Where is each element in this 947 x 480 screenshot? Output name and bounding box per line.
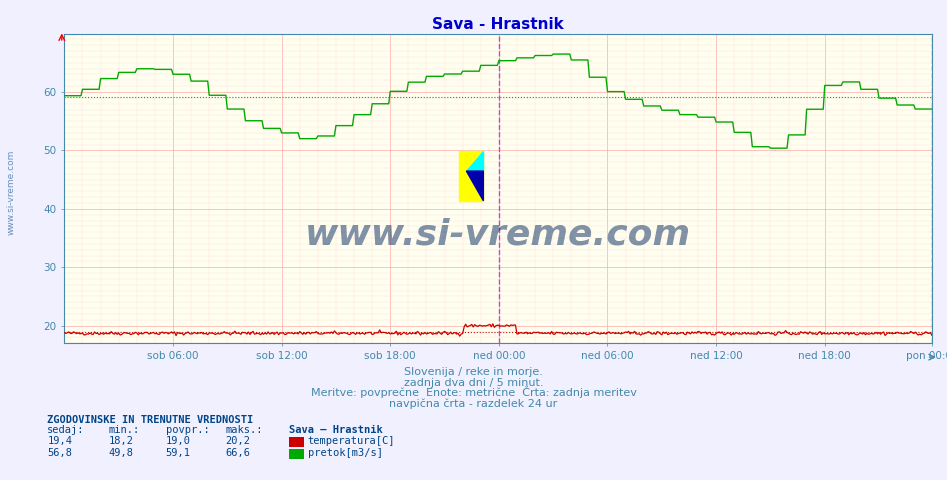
Text: 56,8: 56,8: [47, 448, 72, 458]
Text: 20,2: 20,2: [225, 436, 250, 446]
Text: www.si-vreme.com: www.si-vreme.com: [7, 149, 16, 235]
Polygon shape: [466, 171, 483, 201]
Text: Meritve: povprečne  Enote: metrične  Črta: zadnja meritev: Meritve: povprečne Enote: metrične Črta:…: [311, 386, 636, 398]
Bar: [459, 151, 483, 201]
Text: ZGODOVINSKE IN TRENUTNE VREDNOSTI: ZGODOVINSKE IN TRENUTNE VREDNOSTI: [47, 415, 254, 425]
Text: 19,0: 19,0: [166, 436, 190, 446]
Text: maks.:: maks.:: [225, 425, 263, 435]
Text: www.si-vreme.com: www.si-vreme.com: [305, 218, 691, 252]
Text: 59,1: 59,1: [166, 448, 190, 458]
Polygon shape: [466, 151, 483, 171]
Text: sedaj:: sedaj:: [47, 425, 85, 435]
Text: pretok[m3/s]: pretok[m3/s]: [308, 448, 383, 458]
Text: 66,6: 66,6: [225, 448, 250, 458]
Text: min.:: min.:: [109, 425, 140, 435]
Text: Sava – Hrastnik: Sava – Hrastnik: [289, 425, 383, 435]
Text: povpr.:: povpr.:: [166, 425, 209, 435]
Title: Sava - Hrastnik: Sava - Hrastnik: [432, 17, 564, 33]
Text: 19,4: 19,4: [47, 436, 72, 446]
Text: zadnja dva dni / 5 minut.: zadnja dva dni / 5 minut.: [403, 378, 544, 388]
Text: 49,8: 49,8: [109, 448, 134, 458]
Text: Slovenija / reke in morje.: Slovenija / reke in morje.: [404, 367, 543, 377]
Text: temperatura[C]: temperatura[C]: [308, 436, 395, 446]
Text: navpična črta - razdelek 24 ur: navpična črta - razdelek 24 ur: [389, 398, 558, 409]
Text: 18,2: 18,2: [109, 436, 134, 446]
